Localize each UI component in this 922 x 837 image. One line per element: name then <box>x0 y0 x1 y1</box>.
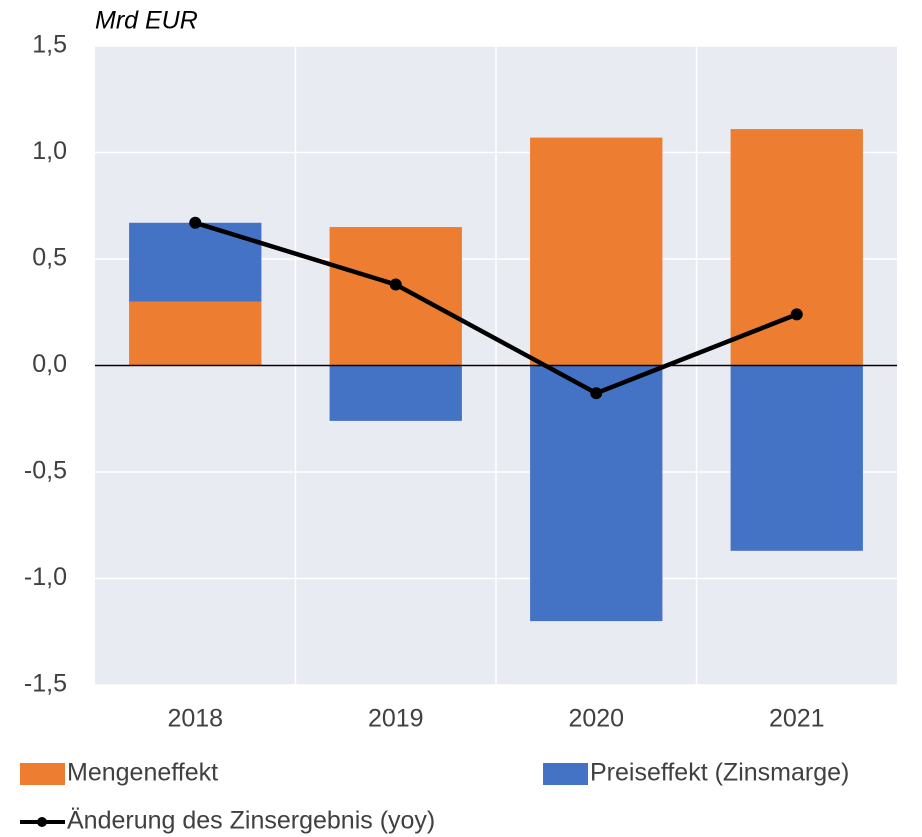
legend-label: Änderung des Zinsergebnis (yoy) <box>67 807 435 835</box>
legend-swatch <box>20 763 65 785</box>
bar <box>129 301 262 366</box>
line-marker <box>189 216 202 229</box>
bar <box>129 222 262 302</box>
legend-swatch <box>543 763 588 785</box>
y-tick-label: -1,0 <box>24 563 67 591</box>
bar <box>530 365 663 622</box>
bar <box>730 365 863 551</box>
x-tick-label: 2021 <box>769 705 825 733</box>
y-tick-label: 1,0 <box>32 137 67 165</box>
y-tick-label: -1,5 <box>24 670 67 698</box>
y-tick-label: 0,5 <box>32 244 67 272</box>
x-tick-label: 2019 <box>368 705 424 733</box>
legend-marker <box>37 817 47 827</box>
line-marker <box>590 387 603 400</box>
bar <box>530 137 663 366</box>
y-axis-label: Mrd EUR <box>95 7 198 35</box>
x-tick-label: 2020 <box>568 705 624 733</box>
y-tick-label: 1,5 <box>32 31 67 59</box>
y-tick-label: -0,5 <box>24 457 67 485</box>
bar <box>329 227 462 366</box>
legend-label: Mengeneffekt <box>67 759 218 787</box>
bar <box>730 129 863 366</box>
legend-label: Preiseffekt (Zinsmarge) <box>590 759 849 787</box>
x-tick-label: 2018 <box>167 705 223 733</box>
line-marker <box>389 278 402 291</box>
line <box>194 220 798 396</box>
line-marker <box>790 308 803 321</box>
bar <box>329 365 462 421</box>
y-tick-label: 0,0 <box>32 350 67 378</box>
